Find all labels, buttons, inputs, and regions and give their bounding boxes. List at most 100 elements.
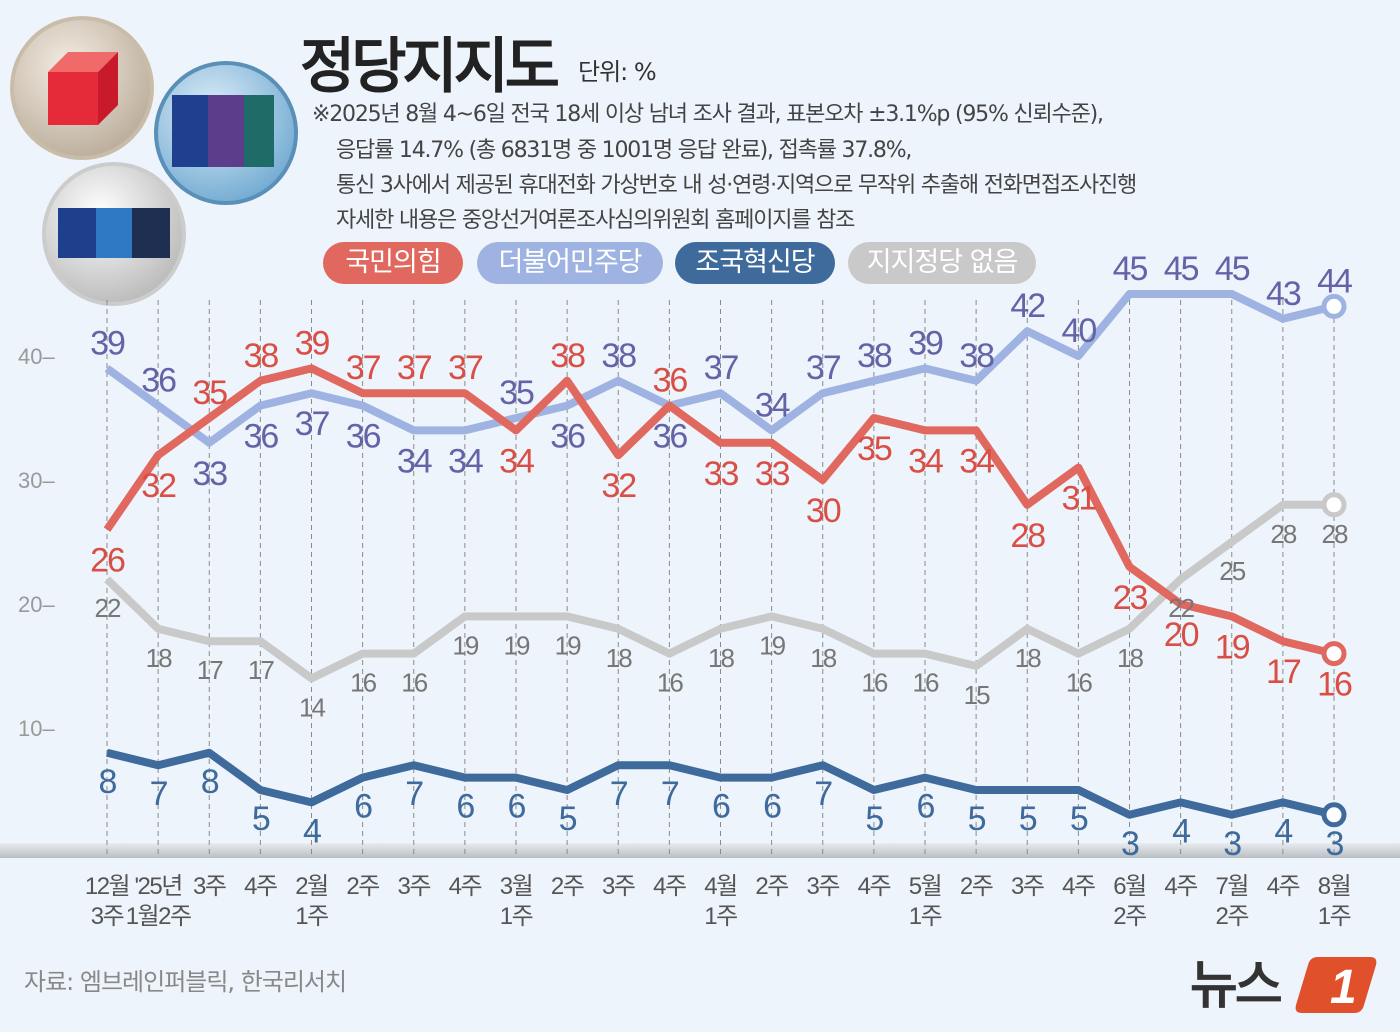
data-label: 15: [964, 680, 990, 710]
data-label: 38: [857, 337, 892, 375]
data-label: 7: [814, 775, 832, 813]
x-tick-label: 4주: [653, 873, 686, 900]
data-label: 20: [1164, 616, 1199, 654]
data-label: 36: [346, 418, 381, 456]
x-tick-label-line2: 2주: [1113, 903, 1146, 930]
data-label: 38: [601, 337, 636, 375]
data-label: 19: [555, 630, 581, 660]
data-label: 3: [1326, 825, 1344, 863]
x-tick-label: 3주: [398, 873, 431, 900]
x-axis-band: [0, 843, 1400, 858]
data-label: 5: [559, 800, 577, 838]
data-label: 6: [456, 788, 474, 826]
data-label: 3: [1223, 825, 1241, 863]
data-label: 34: [908, 442, 943, 480]
data-label: 14: [299, 692, 325, 722]
data-label: 36: [550, 418, 585, 456]
news1-logo: 뉴스 1: [1190, 957, 1377, 1015]
data-label: 37: [397, 349, 432, 387]
chart-title: 정당지지도: [300, 32, 560, 102]
legend-democratic: 더불어민주당: [477, 242, 663, 284]
x-tick-label-line2: 1주: [704, 903, 737, 930]
survey-note-3: 통신 3사에서 제공된 휴대전화 가상번호 내 성·연령·지역으로 무작위 추출…: [336, 173, 1137, 198]
data-label: 37: [346, 349, 381, 387]
data-label: 36: [243, 418, 278, 456]
x-tick-label: 4주: [1267, 873, 1300, 900]
x-tick-label: 2주: [551, 873, 584, 900]
data-label: 40: [1061, 312, 1096, 350]
data-label: 36: [652, 418, 687, 456]
data-label: 4: [1274, 812, 1292, 850]
unit-label: 단위: %: [578, 58, 657, 86]
x-tick-label: 4주: [858, 873, 891, 900]
svg-text:1: 1: [1330, 961, 1357, 1014]
y-tick-label: 30–: [18, 468, 55, 493]
data-label: 34: [959, 442, 994, 480]
data-label: 6: [917, 788, 935, 826]
x-tick-label: 3월: [500, 873, 532, 900]
data-label: 28: [1270, 519, 1296, 549]
data-label: 16: [913, 668, 939, 698]
data-label: 7: [150, 775, 168, 813]
x-tick-label-line2: 2주: [1216, 903, 1249, 930]
data-label: 42: [1010, 287, 1045, 325]
x-tick-label-line2: 1월2주: [126, 903, 191, 930]
data-label: 34: [755, 386, 790, 424]
x-tick-label: 4주: [1164, 873, 1197, 900]
x-tick-label-line2: 1주: [295, 903, 328, 930]
data-label: 34: [397, 442, 432, 480]
x-tick-label: 4주: [244, 873, 277, 900]
data-label: 16: [401, 668, 427, 698]
ppp-logo: [10, 16, 154, 160]
x-tick-label-line2: 1주: [1318, 903, 1351, 930]
data-label: 33: [704, 455, 739, 493]
x-tick-label: 7월: [1216, 873, 1248, 900]
data-label: 17: [197, 655, 223, 685]
democratic-logo: [154, 61, 298, 205]
data-label: 38: [243, 337, 278, 375]
data-label: 34: [499, 442, 534, 480]
data-label: 16: [1317, 666, 1352, 704]
legend-rebuilding-korea: 조국혁신당: [675, 242, 835, 284]
data-label: 18: [606, 643, 632, 673]
data-label: 23: [1113, 579, 1148, 617]
data-label: 19: [504, 630, 530, 660]
data-label: 16: [657, 668, 683, 698]
data-label: 17: [1266, 653, 1301, 691]
data-label: 28: [1322, 519, 1348, 549]
data-label: 37: [448, 349, 483, 387]
data-label: 33: [755, 455, 790, 493]
data-label: 37: [295, 405, 330, 443]
x-tick-label: 2주: [346, 873, 379, 900]
data-label: 5: [865, 800, 883, 838]
series-line-1: [104, 290, 1335, 447]
data-label: 35: [857, 430, 892, 468]
data-label: 35: [499, 374, 534, 412]
series-end-marker-1: [1321, 293, 1347, 319]
x-tick-label: 2주: [755, 873, 788, 900]
party-logos: [10, 16, 298, 306]
data-label: 22: [1168, 593, 1194, 623]
x-tick-label: 8월: [1318, 873, 1350, 900]
data-label: 6: [712, 788, 730, 826]
data-label: 45: [1164, 250, 1199, 288]
y-tick-label: 40–: [18, 344, 55, 369]
data-label: 7: [405, 775, 423, 813]
data-label: 38: [550, 337, 585, 375]
data-label: 32: [141, 467, 176, 505]
data-label: 34: [448, 442, 483, 480]
data-label: 18: [1117, 643, 1143, 673]
legend-ppp: 국민의힘: [323, 242, 463, 284]
data-label: 37: [704, 349, 739, 387]
data-label: 5: [252, 800, 270, 838]
data-label: 7: [610, 775, 628, 813]
data-label: 7: [661, 775, 679, 813]
data-label: 17: [248, 655, 274, 685]
x-tick-label: 3주: [602, 873, 635, 900]
data-label: 16: [861, 668, 887, 698]
x-tick-label: 2주: [960, 873, 993, 900]
data-label: 33: [192, 455, 227, 493]
data-label: 45: [1113, 250, 1148, 288]
legend-no-party: 지지정당 없음: [848, 242, 1036, 284]
